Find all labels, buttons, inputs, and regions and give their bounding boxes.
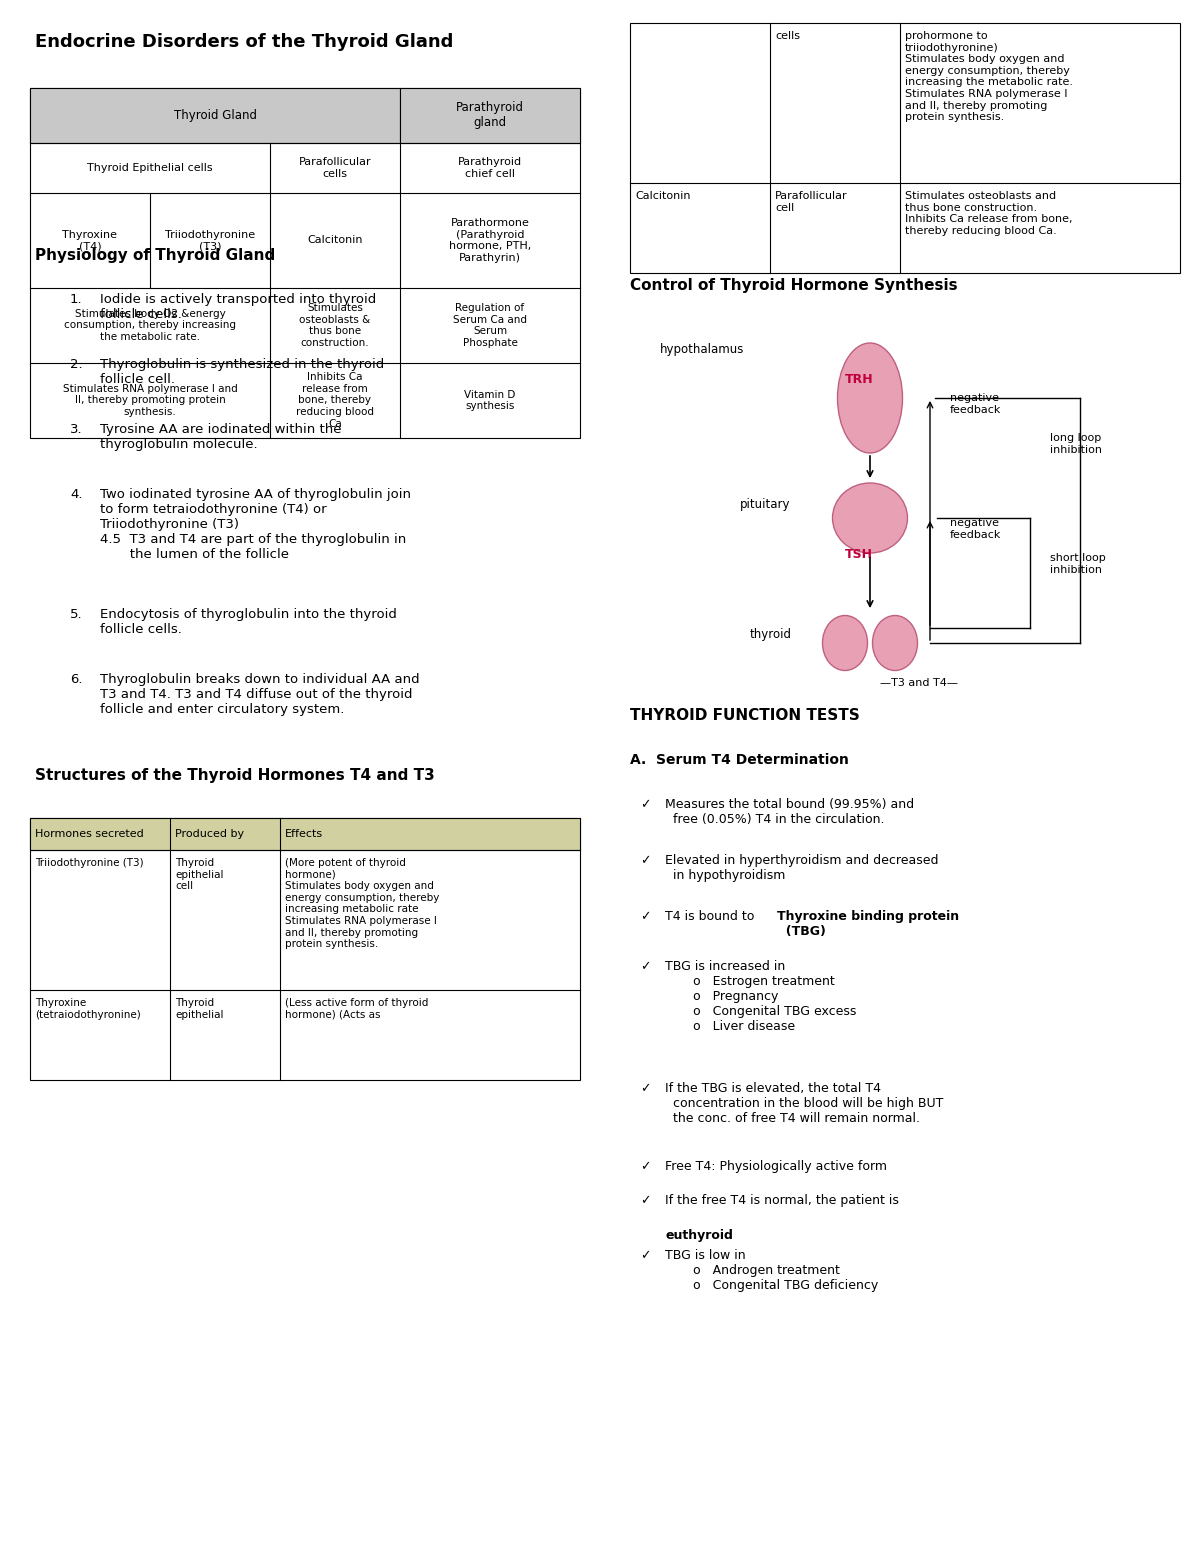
Text: Control of Thyroid Hormone Synthesis: Control of Thyroid Hormone Synthesis	[630, 278, 958, 294]
Text: Iodide is actively transported into thyroid
follicle cells.: Iodide is actively transported into thyr…	[100, 294, 377, 321]
Text: Thyroxine
(T4): Thyroxine (T4)	[62, 230, 118, 252]
Text: Thyroid Epithelial cells: Thyroid Epithelial cells	[88, 163, 212, 172]
Text: If the free T4 is normal, the patient is: If the free T4 is normal, the patient is	[665, 1194, 899, 1222]
Text: Stimulates RNA polymerase I and
II, thereby promoting protein
synthesis.: Stimulates RNA polymerase I and II, ther…	[62, 384, 238, 418]
Text: 4.: 4.	[70, 488, 83, 502]
Text: —T3 and T4—: —T3 and T4—	[880, 679, 958, 688]
Text: 2.: 2.	[70, 359, 83, 371]
Bar	[30, 89, 400, 143]
Text: Two iodinated tyrosine AA of thyroglobulin join
to form tetraiodothyronine (T4) : Two iodinated tyrosine AA of thyroglobul…	[100, 488, 410, 561]
Bar	[400, 89, 580, 143]
Text: prohormone to
triiodothyronine)
Stimulates body oxygen and
energy consumption, t: prohormone to triiodothyronine) Stimulat…	[905, 31, 1073, 123]
Text: Triiodothyronine (T3): Triiodothyronine (T3)	[35, 857, 144, 868]
Text: Stimulates body O2 &energy
consumption, thereby increasing
the metabolic rate.: Stimulates body O2 &energy consumption, …	[64, 309, 236, 342]
Text: negative
feedback: negative feedback	[950, 519, 1001, 539]
Text: hypothalamus: hypothalamus	[660, 343, 744, 356]
Bar	[30, 818, 580, 1079]
Ellipse shape	[833, 483, 907, 553]
Text: Physiology of Thyroid Gland: Physiology of Thyroid Gland	[35, 248, 275, 262]
Text: Thyroglobulin is synthesized in the thyroid
follicle cell.: Thyroglobulin is synthesized in the thyr…	[100, 359, 384, 387]
Text: TSH: TSH	[845, 548, 872, 561]
Text: Thyroid Gland: Thyroid Gland	[174, 109, 257, 123]
Text: If the TBG is elevated, the total T4
  concentration in the blood will be high B: If the TBG is elevated, the total T4 con…	[665, 1082, 943, 1124]
Text: ✓: ✓	[640, 1160, 650, 1173]
Text: 5.: 5.	[70, 609, 83, 621]
Text: Parathyroid
gland: Parathyroid gland	[456, 101, 524, 129]
Text: 6.: 6.	[70, 672, 83, 686]
Text: ✓: ✓	[640, 1249, 650, 1263]
Text: Stimulates
osteoblasts &
thus bone
construction.: Stimulates osteoblasts & thus bone const…	[299, 303, 371, 348]
Text: Thyroglobulin breaks down to individual AA and
T3 and T4. T3 and T4 diffuse out : Thyroglobulin breaks down to individual …	[100, 672, 420, 716]
Text: Tyrosine AA are iodinated within the
thyroglobulin molecule.: Tyrosine AA are iodinated within the thy…	[100, 422, 342, 450]
Ellipse shape	[872, 615, 918, 671]
Text: negative
feedback: negative feedback	[950, 393, 1001, 415]
Text: Parafollicular
cell: Parafollicular cell	[775, 191, 847, 213]
Text: Endocytosis of thyroglobulin into the thyroid
follicle cells.: Endocytosis of thyroglobulin into the th…	[100, 609, 397, 637]
Text: Calcitonin: Calcitonin	[307, 236, 362, 245]
Text: T4 is bound to: T4 is bound to	[665, 910, 758, 922]
Bar	[30, 818, 580, 849]
Ellipse shape	[838, 343, 902, 453]
Text: short loop
inhibition: short loop inhibition	[1050, 553, 1105, 575]
Text: Parathyroid
chief cell: Parathyroid chief cell	[458, 157, 522, 179]
Text: Vitamin D
synthesis: Vitamin D synthesis	[464, 390, 516, 412]
Text: Produced by: Produced by	[175, 829, 244, 839]
Text: 1.: 1.	[70, 294, 83, 306]
Text: ✓: ✓	[640, 910, 650, 922]
Text: Measures the total bound (99.95%) and
  free (0.05%) T4 in the circulation.: Measures the total bound (99.95%) and fr…	[665, 798, 914, 826]
Text: Hormones secreted: Hormones secreted	[35, 829, 144, 839]
Text: ✓: ✓	[640, 1194, 650, 1207]
Text: euthyroid: euthyroid	[665, 1228, 733, 1242]
Text: ✓: ✓	[640, 960, 650, 974]
Text: 3.: 3.	[70, 422, 83, 436]
Text: Parathormone
(Parathyroid
hormone, PTH,
Parathyrin): Parathormone (Parathyroid hormone, PTH, …	[449, 217, 532, 262]
Text: Endocrine Disorders of the Thyroid Gland: Endocrine Disorders of the Thyroid Gland	[35, 33, 454, 51]
Text: ✓: ✓	[640, 854, 650, 867]
Text: thyroid: thyroid	[750, 627, 792, 641]
Text: Thyroid
epithelial
cell: Thyroid epithelial cell	[175, 857, 223, 891]
Text: (More potent of thyroid
hormone)
Stimulates body oxygen and
energy consumption, : (More potent of thyroid hormone) Stimula…	[284, 857, 439, 949]
Text: Triiodothyronine
(T3): Triiodothyronine (T3)	[164, 230, 256, 252]
Text: TBG is increased in
       o   Estrogen treatment
       o   Pregnancy
       o : TBG is increased in o Estrogen treatment…	[665, 960, 857, 1033]
Text: long loop
inhibition: long loop inhibition	[1050, 433, 1102, 455]
Text: Stimulates osteoblasts and
thus bone construction.
Inhibits Ca release from bone: Stimulates osteoblasts and thus bone con…	[905, 191, 1073, 236]
Text: pituitary: pituitary	[740, 499, 791, 511]
Text: THYROID FUNCTION TESTS: THYROID FUNCTION TESTS	[630, 708, 859, 724]
Bar	[30, 89, 580, 438]
Text: Elevated in hyperthyroidism and decreased
  in hypothyroidism: Elevated in hyperthyroidism and decrease…	[665, 854, 938, 882]
Text: Effects: Effects	[284, 829, 323, 839]
Text: Structures of the Thyroid Hormones T4 and T3: Structures of the Thyroid Hormones T4 an…	[35, 769, 434, 783]
Text: TBG is low in
       o   Androgen treatment
       o   Congenital TBG deficiency: TBG is low in o Androgen treatment o Con…	[665, 1249, 878, 1292]
Text: TRH: TRH	[845, 373, 874, 387]
Text: Regulation of
Serum Ca and
Serum
Phosphate: Regulation of Serum Ca and Serum Phospha…	[454, 303, 527, 348]
Text: ✓: ✓	[640, 798, 650, 811]
Ellipse shape	[822, 615, 868, 671]
Text: Thyroxine
(tetraiodothyronine): Thyroxine (tetraiodothyronine)	[35, 999, 140, 1020]
Text: (Less active form of thyroid
hormone) (Acts as: (Less active form of thyroid hormone) (A…	[284, 999, 428, 1020]
Text: Thyroxine binding protein
  (TBG): Thyroxine binding protein (TBG)	[778, 910, 959, 938]
Text: ✓: ✓	[640, 1082, 650, 1095]
Text: Calcitonin: Calcitonin	[635, 191, 690, 200]
Bar	[630, 23, 1180, 273]
Text: Free T4: Physiologically active form: Free T4: Physiologically active form	[665, 1160, 887, 1173]
Text: Thyroid
epithelial: Thyroid epithelial	[175, 999, 223, 1020]
Text: Parafollicular
cells: Parafollicular cells	[299, 157, 371, 179]
Text: cells: cells	[775, 31, 800, 40]
Text: Inhibits Ca
release from
bone, thereby
reducing blood
Ca: Inhibits Ca release from bone, thereby r…	[296, 373, 374, 429]
Text: A.  Serum T4 Determination: A. Serum T4 Determination	[630, 753, 848, 767]
